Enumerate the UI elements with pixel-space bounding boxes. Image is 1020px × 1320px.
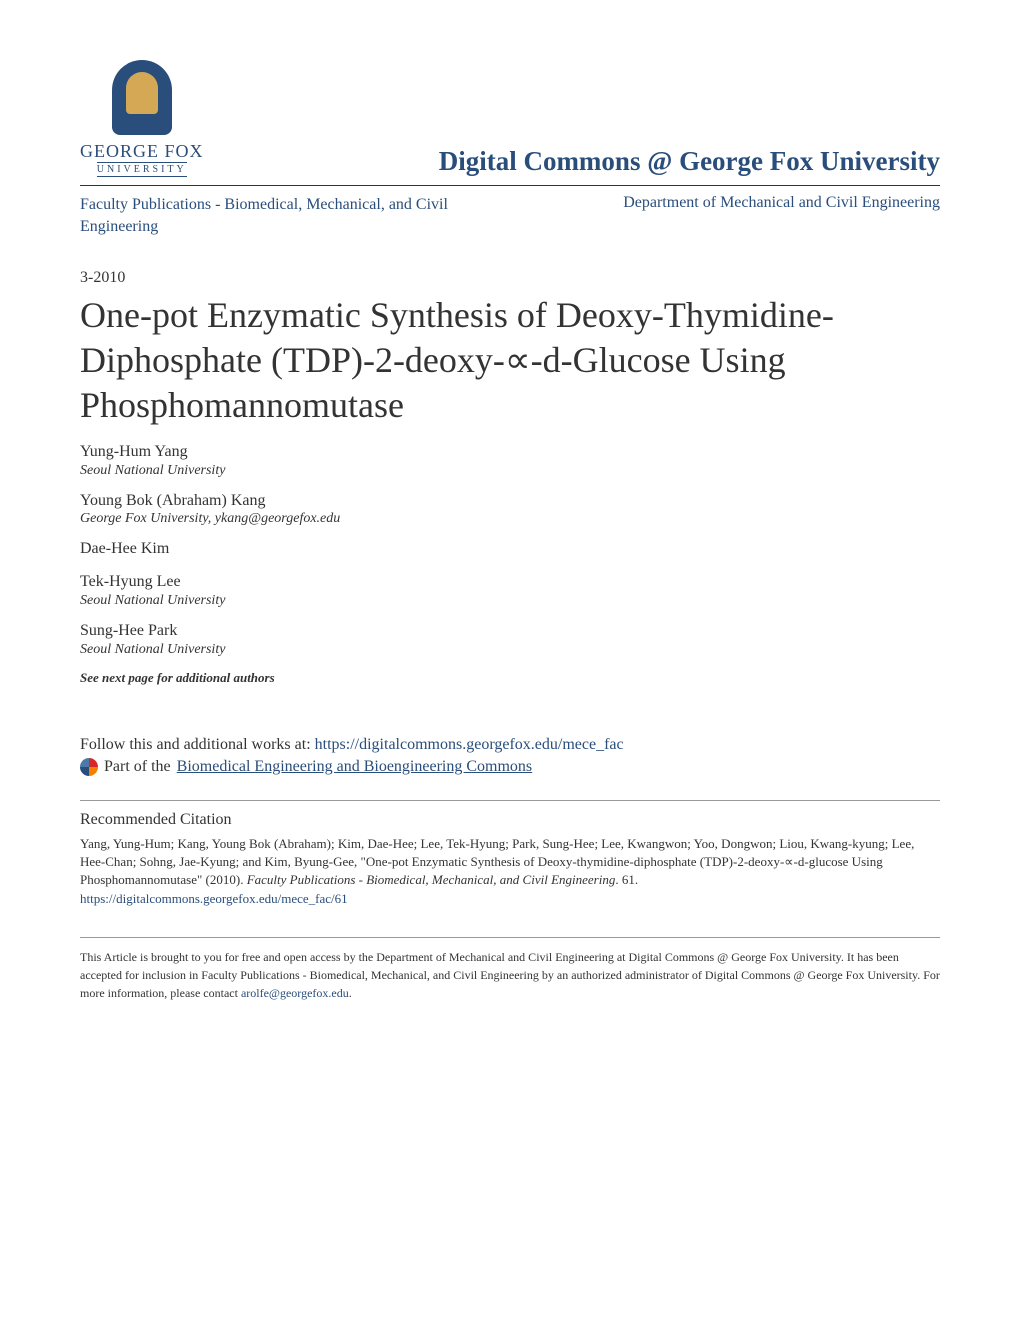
- citation-italic: Faculty Publications - Biomedical, Mecha…: [247, 872, 616, 887]
- header-divider: [80, 185, 940, 186]
- breadcrumb: Faculty Publications - Biomedical, Mecha…: [80, 194, 940, 239]
- follow-prefix: Follow this and additional works at:: [80, 736, 315, 753]
- citation-body: Yang, Yung-Hum; Kang, Young Bok (Abraham…: [80, 835, 940, 890]
- footer-body-1: This Article is brought to you for free …: [80, 950, 940, 1000]
- part-of-prefix: Part of the: [104, 758, 171, 776]
- logo-shield-icon: [112, 60, 172, 135]
- publication-date: 3-2010: [80, 269, 940, 287]
- site-title[interactable]: Digital Commons @ George Fox University: [439, 146, 940, 177]
- footer-email-link[interactable]: arolfe@georgefox.edu: [241, 986, 349, 1000]
- follow-url-link[interactable]: https://digitalcommons.georgefox.edu/mec…: [315, 736, 624, 753]
- citation-url-link[interactable]: https://digitalcommons.georgefox.edu/mec…: [80, 891, 940, 907]
- author-name: Tek-Hyung Lee: [80, 572, 940, 593]
- citation-body-2: . 61.: [615, 872, 638, 887]
- follow-works-line: Follow this and additional works at: htt…: [80, 736, 940, 754]
- breadcrumb-department-link[interactable]: Department of Mechanical and Civil Engin…: [623, 194, 940, 239]
- recommended-citation-heading: Recommended Citation: [80, 811, 940, 829]
- header-section: GEORGE FOX UNIVERSITY Digital Commons @ …: [80, 60, 940, 177]
- see-next-page-note: See next page for additional authors: [80, 670, 940, 686]
- author-affiliation: Seoul National University: [80, 642, 940, 658]
- author-affiliation: Seoul National University: [80, 593, 940, 609]
- commons-link[interactable]: Biomedical Engineering and Bioengineerin…: [177, 758, 532, 776]
- logo-main-text: GEORGE FOX: [80, 141, 204, 162]
- author-name: Yung-Hum Yang: [80, 442, 940, 463]
- author-block-4: Sung-Hee Park Seoul National University: [80, 621, 940, 658]
- breadcrumb-collection-link[interactable]: Faculty Publications - Biomedical, Mecha…: [80, 194, 510, 239]
- article-title: One-pot Enzymatic Synthesis of Deoxy-Thy…: [80, 293, 940, 428]
- author-block-1: Young Bok (Abraham) Kang George Fox Univ…: [80, 491, 940, 528]
- author-name: Sung-Hee Park: [80, 621, 940, 642]
- author-name: Dae-Hee Kim: [80, 539, 940, 560]
- author-block-0: Yung-Hum Yang Seoul National University: [80, 442, 940, 479]
- recommended-divider-top: [80, 800, 940, 801]
- logo-sub-text: UNIVERSITY: [97, 162, 187, 177]
- part-of-row: Part of the Biomedical Engineering and B…: [80, 758, 940, 776]
- author-affiliation: Seoul National University: [80, 463, 940, 479]
- author-affiliation: George Fox University, ykang@georgefox.e…: [80, 511, 940, 527]
- footer-divider: [80, 937, 940, 938]
- author-name: Young Bok (Abraham) Kang: [80, 491, 940, 512]
- author-block-2: Dae-Hee Kim: [80, 539, 940, 560]
- author-block-3: Tek-Hyung Lee Seoul National University: [80, 572, 940, 609]
- footer-text: This Article is brought to you for free …: [80, 948, 940, 1002]
- footer-body-2: .: [349, 986, 352, 1000]
- network-icon: [80, 758, 98, 776]
- university-logo[interactable]: GEORGE FOX UNIVERSITY: [80, 60, 204, 177]
